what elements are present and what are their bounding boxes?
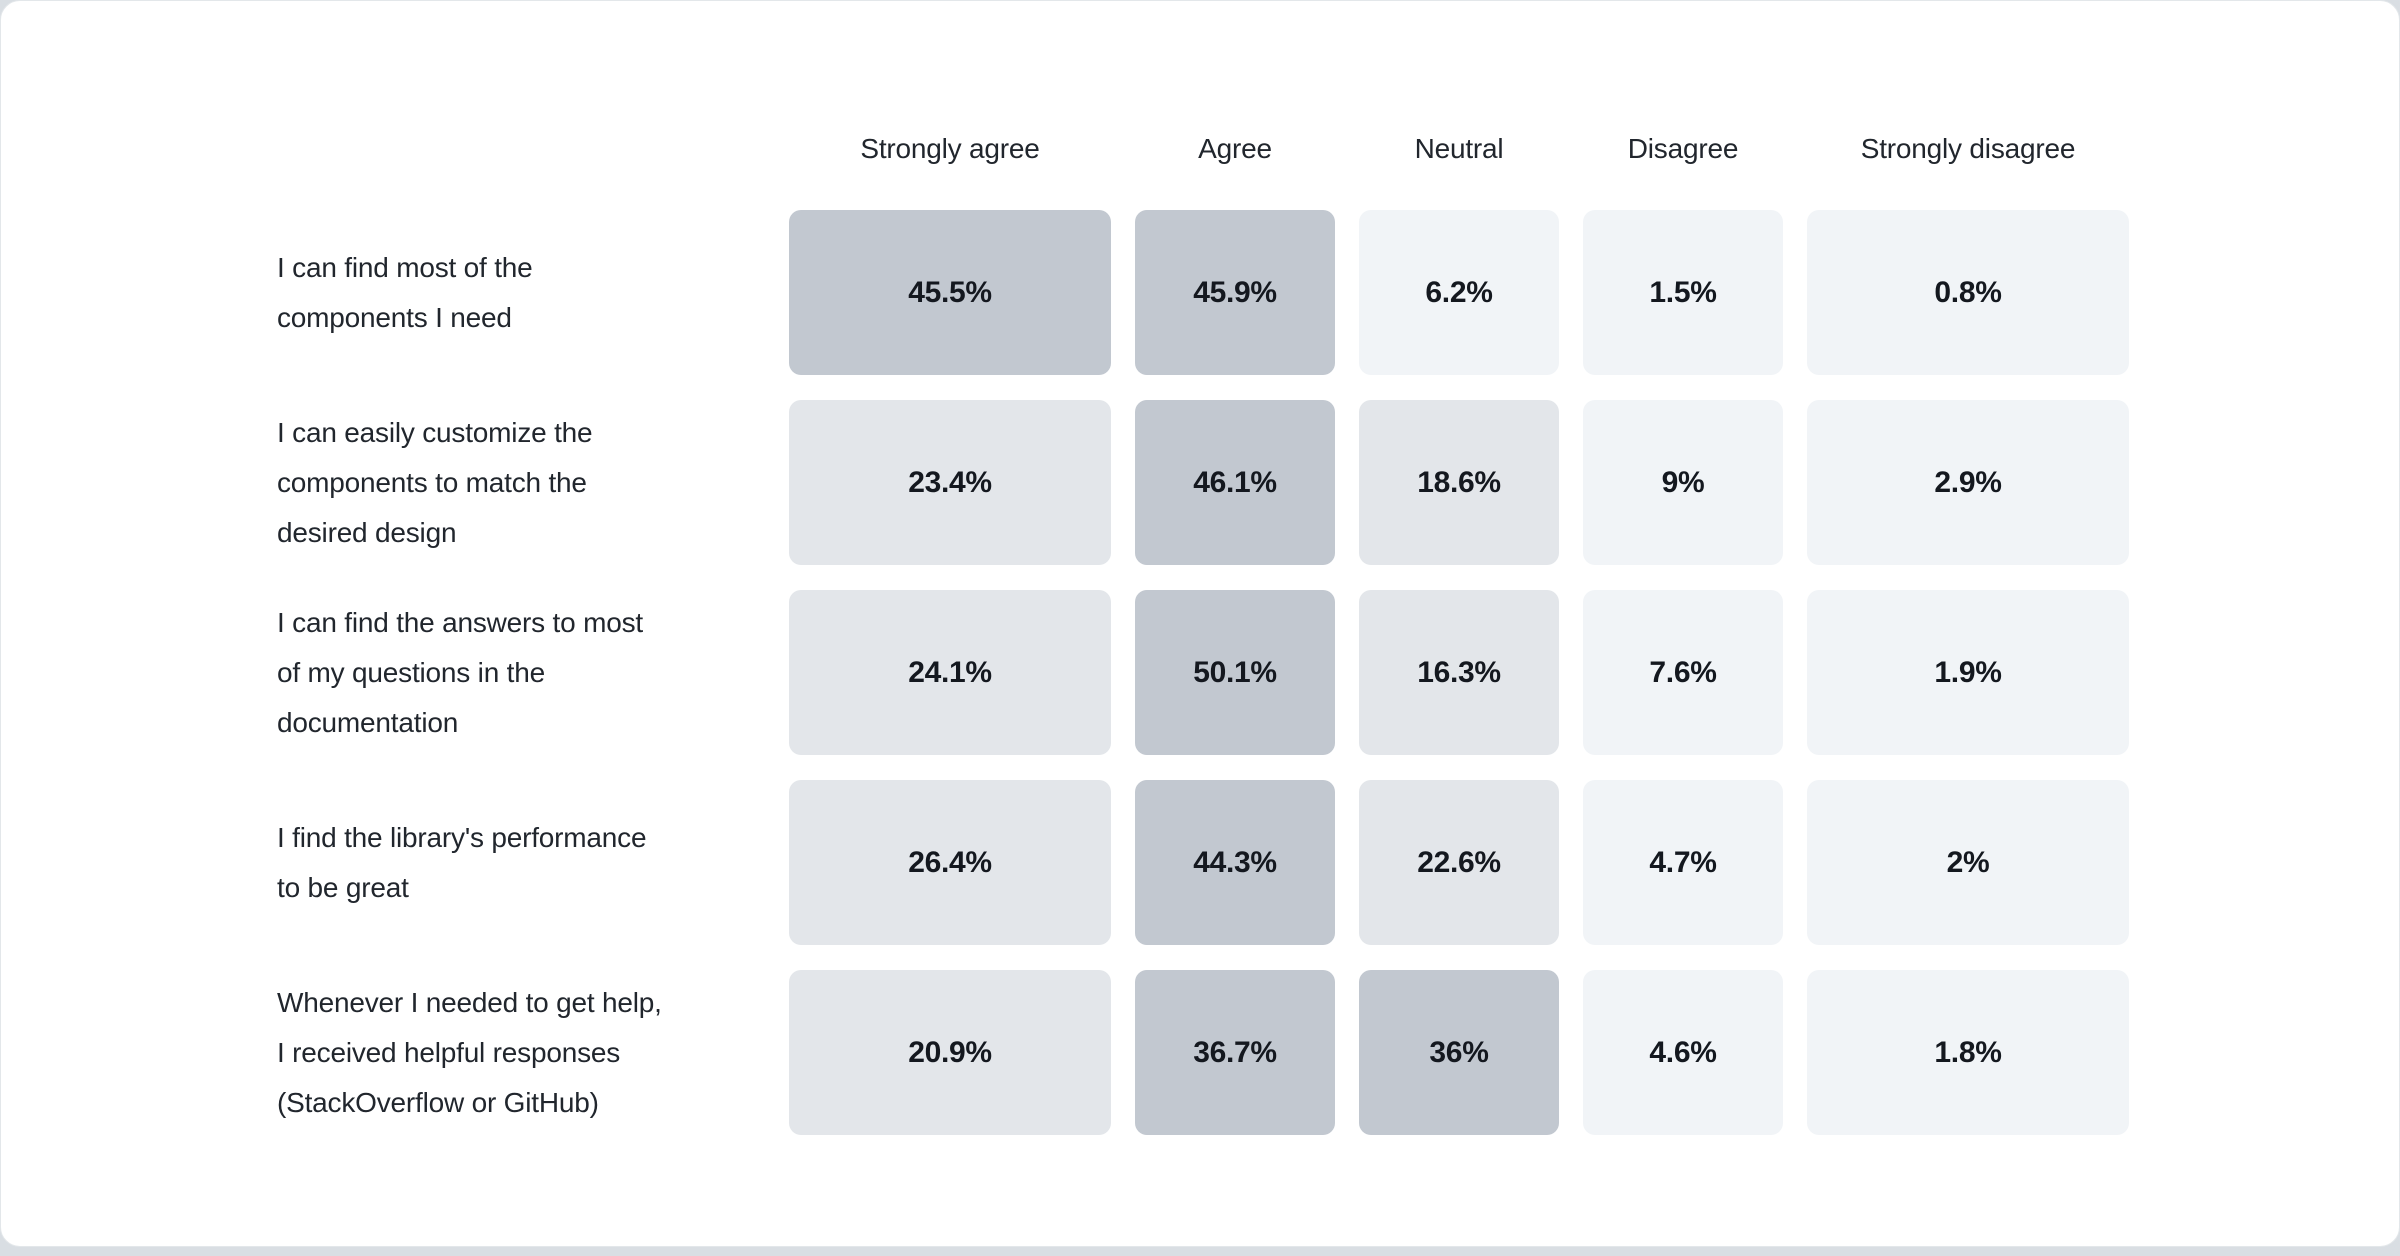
- heatmap-cell: 23.4%: [789, 400, 1111, 565]
- column-header: Strongly disagree: [1860, 133, 2076, 164]
- cell-value: 23.4%: [908, 465, 992, 499]
- heatmap-cell: 45.5%: [789, 210, 1111, 375]
- heatmap-cell: 26.4%: [789, 780, 1111, 945]
- cell-value: 2.9%: [1934, 465, 2002, 499]
- cell-value: 36%: [1429, 1035, 1489, 1069]
- heatmap-cell: 2%: [1807, 780, 2129, 945]
- cell-value: 20.9%: [908, 1035, 992, 1069]
- cell-value: 0.8%: [1934, 275, 2002, 309]
- corner-spacer: [277, 113, 765, 185]
- heatmap-cell: 9%: [1583, 400, 1783, 565]
- cell-value: 1.8%: [1934, 1035, 2002, 1069]
- row-label: I can find most of the components I need: [277, 251, 533, 333]
- cell-value: 24.1%: [908, 655, 992, 689]
- cell-value: 44.3%: [1193, 845, 1277, 879]
- heatmap-cell: 2.9%: [1807, 400, 2129, 565]
- cell-value: 4.7%: [1649, 845, 1717, 879]
- column-header: Disagree: [1627, 133, 1739, 164]
- cell-value: 9%: [1661, 465, 1705, 499]
- row-label: I find the library's performance to be g…: [277, 821, 647, 903]
- column-header: Neutral: [1414, 133, 1504, 164]
- cell-value: 36.7%: [1193, 1035, 1277, 1069]
- heatmap-cell: 4.6%: [1583, 970, 1783, 1135]
- cell-value: 1.5%: [1649, 275, 1717, 309]
- heatmap-cell: 44.3%: [1135, 780, 1335, 945]
- cell-value: 50.1%: [1193, 655, 1277, 689]
- heatmap-cell: 46.1%: [1135, 400, 1335, 565]
- heatmap-cell: 36%: [1359, 970, 1559, 1135]
- heatmap-cell: 50.1%: [1135, 590, 1335, 755]
- cell-value: 6.2%: [1425, 275, 1493, 309]
- heatmap-cell: 45.9%: [1135, 210, 1335, 375]
- cell-value: 16.3%: [1417, 655, 1501, 689]
- heatmap-cell: 24.1%: [789, 590, 1111, 755]
- row-label: I can find the answers to most of my que…: [277, 606, 643, 738]
- likert-heatmap: Strongly agree Agree Neutral Disagree Strong…: [277, 113, 2129, 1135]
- heatmap-cell: 20.9%: [789, 970, 1111, 1135]
- heatmap-cell: 16.3%: [1359, 590, 1559, 755]
- heatmap-cell: 0.8%: [1807, 210, 2129, 375]
- row-label: I can easily customize the components to…: [277, 416, 593, 548]
- cell-value: 7.6%: [1649, 655, 1717, 689]
- heatmap-cell: 1.8%: [1807, 970, 2129, 1135]
- cell-value: 26.4%: [908, 845, 992, 879]
- cell-value: 22.6%: [1417, 845, 1501, 879]
- heatmap-cell: 7.6%: [1583, 590, 1783, 755]
- heatmap-cell: 36.7%: [1135, 970, 1335, 1135]
- cell-value: 1.9%: [1934, 655, 2002, 689]
- cell-value: 45.5%: [908, 275, 992, 309]
- cell-value: 4.6%: [1649, 1035, 1717, 1069]
- cell-value: 46.1%: [1193, 465, 1277, 499]
- cell-value: 2%: [1946, 845, 1990, 879]
- heatmap-cell: 22.6%: [1359, 780, 1559, 945]
- column-header: Agree: [1198, 133, 1272, 164]
- heatmap-cell: 4.7%: [1583, 780, 1783, 945]
- heatmap-cell: 6.2%: [1359, 210, 1559, 375]
- cell-value: 18.6%: [1417, 465, 1501, 499]
- heatmap-cell: 1.9%: [1807, 590, 2129, 755]
- cell-value: 45.9%: [1193, 275, 1277, 309]
- row-label: Whenever I needed to get help, I receive…: [277, 986, 662, 1118]
- heatmap-cell: 1.5%: [1583, 210, 1783, 375]
- column-header: Strongly agree: [860, 133, 1040, 164]
- heatmap-cell: 18.6%: [1359, 400, 1559, 565]
